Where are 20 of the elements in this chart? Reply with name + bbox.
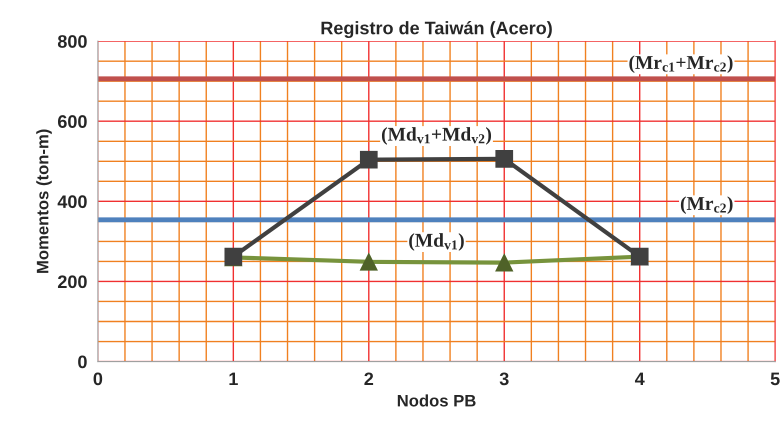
ref-line-label: (Mr$_{c2}$) (680, 196, 733, 214)
x-tick-label: 4 (634, 372, 645, 386)
y-tick-label: 800 (58, 35, 87, 48)
x-tick-label: 2 (364, 372, 374, 386)
x-tick-label: 5 (770, 372, 780, 386)
x-tick-label: 0 (94, 372, 102, 386)
y-tick-label: 200 (58, 275, 87, 288)
x-tick-label: 3 (500, 372, 509, 386)
point (360, 150, 378, 169)
series-label: (Md$_{v1}$) (409, 233, 464, 251)
y-tick-label: 600 (58, 115, 87, 128)
x-axis-title: Nodos PB (398, 394, 476, 407)
y-tick-label: 400 (58, 195, 87, 208)
ref-line-label: (Mr$_{c1}$+Mr$_{c2}$) (629, 55, 733, 73)
chart-title: Registro de Taiwán (Acero) (322, 20, 552, 38)
y-axis-title: Momentos (ton-m) (36, 129, 52, 273)
point (495, 150, 514, 168)
y-tick-label: 0 (78, 355, 87, 368)
series-label: (Md$_{v1}$+Md$_{v2}$) (382, 127, 492, 145)
x-tick-label: 1 (229, 372, 238, 386)
